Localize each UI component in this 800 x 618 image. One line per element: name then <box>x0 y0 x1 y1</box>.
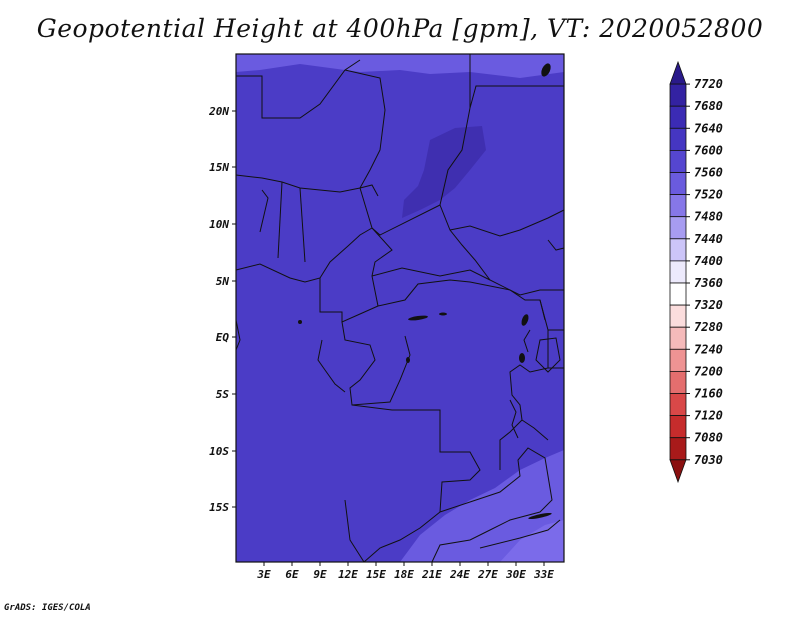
map-title: Geopotential Height at 400hPa [gpm], VT:… <box>36 14 764 43</box>
lon-label-27e: 27E <box>477 568 498 581</box>
lat-label-15n: 15N <box>209 161 229 174</box>
colorbar-segment <box>669 326 687 350</box>
colorbar-label: 7080 <box>694 431 723 445</box>
lon-label-15e: 15E <box>366 568 386 581</box>
colorbar-bottom-arrow <box>669 459 687 484</box>
colorbar-label: 7160 <box>694 387 723 401</box>
colorbar-label: 7680 <box>694 99 723 113</box>
colorbar-segment <box>669 127 687 151</box>
colorbar-label: 7640 <box>694 121 723 135</box>
lat-label-eq: EQ <box>216 331 230 344</box>
lon-label-21e: 21E <box>421 568 442 581</box>
colorbar-segment <box>669 105 687 129</box>
lon-label-33e: 33E <box>533 568 554 581</box>
lat-label-5s: 5S <box>216 388 230 401</box>
lon-label-6e: 6E <box>285 568 299 581</box>
colorbar-label: 7360 <box>694 276 723 290</box>
colorbar-labels: 7720 7680 7640 7600 7560 7520 7480 7440 7400 7360… <box>686 77 723 467</box>
colorbar-segment <box>669 348 687 372</box>
colorbar-segment <box>669 304 687 328</box>
contour-field <box>236 54 564 562</box>
grads-credit: GrADS: IGES/COLA <box>4 603 91 613</box>
lon-label-24e: 24E <box>449 568 470 581</box>
colorbar-segment <box>669 83 687 107</box>
colorbar-top-arrow <box>669 60 687 85</box>
lon-label-9e: 9E <box>313 568 327 581</box>
lat-label-10s: 10S <box>209 445 229 458</box>
colorbar-segment <box>669 415 687 439</box>
field-low-region-south <box>400 450 564 562</box>
field-main-region <box>236 54 564 562</box>
colorbar-label: 7400 <box>694 254 723 268</box>
colorbar-label: 7120 <box>694 409 723 423</box>
map-frame <box>235 53 565 563</box>
colorbar-segment <box>669 238 687 262</box>
colorbar-label: 7520 <box>694 188 723 202</box>
colorbar-label: 7560 <box>694 166 723 180</box>
lat-label-15s: 15S <box>209 501 229 514</box>
lat-label-20n: 20N <box>208 105 229 118</box>
country-borders <box>235 54 565 563</box>
lon-axis: 3E 6E 9E 12E 15E 18E 21E 24E 27E 30E 33E <box>256 562 554 581</box>
colorbar-segment <box>669 393 687 417</box>
colorbar-segment <box>669 260 687 284</box>
colorbar-label: 7720 <box>694 77 723 91</box>
colorbar-label: 7440 <box>694 232 723 246</box>
colorbar-label: 7480 <box>694 210 723 224</box>
colorbar-label: 7030 <box>694 453 723 467</box>
field-high-region <box>402 126 486 218</box>
lat-axis: 20N 15N 10N 5N EQ 5S 10S 15S <box>208 105 236 514</box>
lon-label-30e: 30E <box>505 568 526 581</box>
colorbar-segment <box>669 194 687 218</box>
colorbar-segment <box>669 282 687 306</box>
field-low-region-north <box>236 54 564 78</box>
colorbar-label: 7320 <box>694 298 723 312</box>
colorbar: 7720 7680 7640 7600 7560 7520 7480 7440 7400 7360… <box>669 60 723 484</box>
colorbar-label: 7280 <box>694 320 723 334</box>
lat-label-5n: 5N <box>216 275 230 288</box>
lon-label-3e: 3E <box>256 568 271 581</box>
colorbar-label: 7240 <box>694 342 723 356</box>
colorbar-segment <box>669 437 687 461</box>
colorbar-label: 7600 <box>694 143 723 157</box>
colorbar-segment <box>669 172 687 196</box>
water-bodies <box>298 63 552 520</box>
colorbar-segment <box>669 149 687 173</box>
colorbar-segments <box>669 60 687 484</box>
lon-label-18e: 18E <box>394 568 414 581</box>
lon-label-12e: 12E <box>338 568 358 581</box>
colorbar-segment <box>669 370 687 394</box>
colorbar-segment <box>669 216 687 240</box>
lat-label-10n: 10N <box>209 218 229 231</box>
colorbar-label: 7200 <box>694 364 723 378</box>
